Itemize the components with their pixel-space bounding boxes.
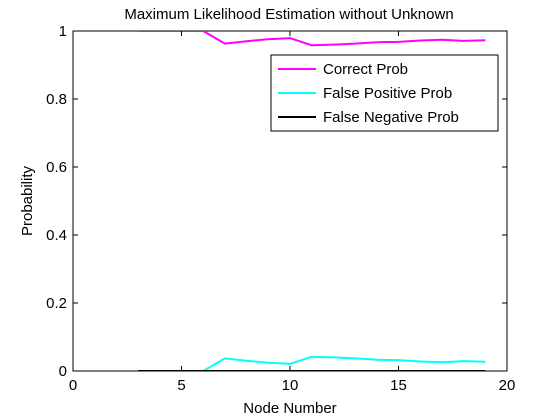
- x-axis-label: Node Number: [243, 400, 336, 417]
- x-tick-label: 5: [177, 377, 185, 394]
- legend-box: [270, 54, 499, 132]
- x-tick-label: 20: [499, 377, 516, 394]
- legend-label: Correct Prob: [323, 61, 408, 78]
- y-tick-label: 0.4: [46, 227, 67, 244]
- y-tick-label: 0.8: [46, 91, 67, 108]
- legend: Correct Prob False Positive Prob False Neg…: [270, 54, 499, 132]
- y-tick-label: 0.6: [46, 159, 67, 176]
- x-tick-label: 0: [69, 377, 77, 394]
- y-axis-label: Probability: [19, 165, 36, 236]
- chart-title: Maximum Likelihood Estimation without Un…: [124, 6, 453, 23]
- x-tick-label: 15: [390, 377, 407, 394]
- legend-label: False Negative Prob: [323, 109, 459, 126]
- series-line-2: [138, 355, 486, 371]
- series-layer: [138, 31, 486, 371]
- y-tick-label: 0.2: [46, 295, 67, 312]
- y-tick-label: 1: [59, 23, 67, 40]
- tick-layer: 0 5 10 15 20 0 0.2 0.4 0.6 0.8 1: [46, 23, 515, 394]
- y-tick-label: 0: [59, 363, 67, 380]
- legend-label: False Positive Prob: [323, 85, 452, 102]
- series-line-1: [138, 31, 486, 47]
- x-tick-label: 10: [282, 377, 299, 394]
